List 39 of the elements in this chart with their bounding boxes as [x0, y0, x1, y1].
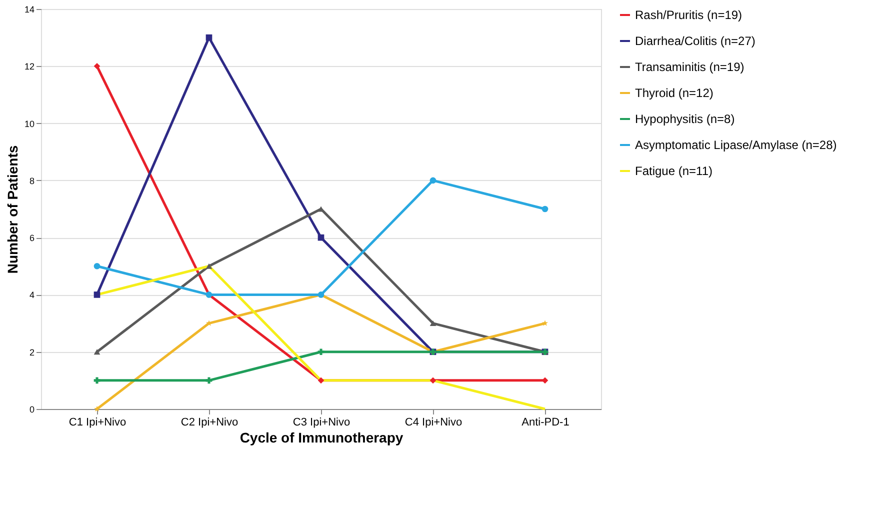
point	[94, 62, 100, 70]
y-tick-label: 6	[29, 233, 34, 244]
legend-label: Thyroid (n=12)	[635, 86, 714, 100]
point	[206, 34, 212, 41]
legend-label: Diarrhea/Colitis (n=27)	[635, 34, 756, 48]
point	[94, 406, 100, 412]
x-tick-label: C4 Ipi+Nivo	[404, 416, 462, 428]
point	[430, 177, 436, 184]
legend-label: Transaminitis (n=19)	[635, 60, 744, 74]
point	[94, 377, 100, 384]
y-tick-label: 14	[24, 4, 34, 14]
point	[542, 206, 548, 212]
x-tick-label: C3 Ipi+Nivo	[292, 416, 350, 428]
point	[318, 377, 324, 384]
x-tick-label: Anti-PD-1	[522, 416, 570, 428]
point	[542, 377, 548, 384]
x-tick-label: C1 Ipi+Nivo	[68, 416, 126, 428]
y-tick-label: 10	[24, 118, 34, 129]
y-tick-label: 8	[29, 176, 34, 186]
point	[206, 263, 212, 269]
y-tick-label: 4	[29, 290, 34, 300]
legend-label: Rash/Pruritis (n=19)	[635, 8, 742, 22]
legend-label: Hypophysitis (n=8)	[635, 112, 735, 126]
point	[94, 349, 100, 355]
point	[94, 262, 100, 270]
legend-label: Asymptomatic Lipase/Amylase (n=28)	[635, 138, 837, 152]
point	[430, 320, 436, 326]
point	[318, 348, 324, 356]
legend-label: Fatigue (n=11)	[635, 164, 712, 178]
point	[318, 234, 324, 241]
y-tick-label: 0	[29, 404, 34, 414]
x-tick-label: C2 Ipi+Nivo	[180, 416, 238, 428]
y-tick-label: 12	[24, 62, 34, 72]
point	[430, 377, 436, 384]
point	[206, 377, 212, 384]
y-axis-title: Number of Patients	[4, 145, 20, 274]
point	[94, 292, 100, 298]
y-tick-label: 2	[29, 347, 34, 358]
x-axis-title: Cycle of Immunotherapy	[240, 430, 404, 446]
